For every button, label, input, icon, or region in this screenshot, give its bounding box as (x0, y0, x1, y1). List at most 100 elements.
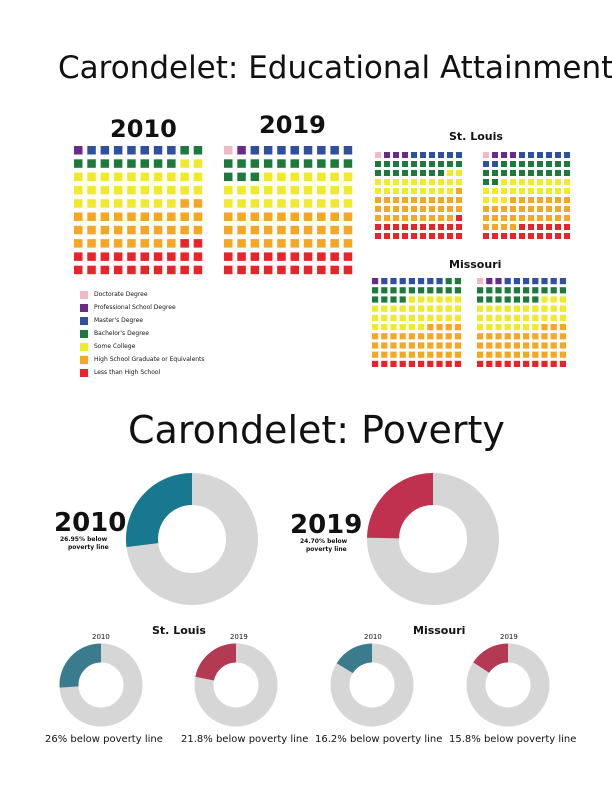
legend-item-doctorate: Doctorate Degree (80, 288, 205, 301)
waffle-cell-less-than-hs (456, 215, 462, 221)
waffle-cell-masters (438, 152, 444, 158)
waffle-cell-bachelors (546, 170, 552, 176)
waffle-cell-less-than-hs (167, 252, 176, 261)
waffle-cell-high-school (290, 239, 299, 248)
waffle-cell-high-school (495, 333, 502, 340)
waffle-cell-bachelors (317, 159, 326, 168)
waffle-cell-some-college (100, 172, 110, 182)
waffle-cell-high-school (399, 342, 406, 349)
waffle-cell-some-college (523, 305, 530, 312)
waffle-cell-professional (492, 152, 498, 158)
waffle-cell-high-school (429, 215, 435, 221)
waffle-cell-some-college (492, 188, 498, 194)
waffle-cell-less-than-hs (445, 360, 452, 367)
waffle-cell-some-college (153, 172, 163, 182)
waffle-cell-some-college (447, 179, 453, 185)
waffle-cell-high-school (456, 197, 462, 203)
waffle-cell-some-college (427, 314, 434, 321)
waffle-cell-high-school (375, 215, 381, 221)
waffle-cell-high-school (372, 342, 379, 349)
waffle-cell-some-college (372, 305, 379, 312)
waffle-cell-high-school (477, 342, 484, 349)
waffle-cell-some-college (555, 188, 561, 194)
waffle-cell-some-college (375, 179, 381, 185)
waffle-cell-less-than-hs (127, 252, 136, 261)
waffle-cell-some-college (343, 199, 353, 208)
waffle-cell-high-school (523, 333, 530, 340)
waffle-cell-less-than-hs (429, 233, 435, 239)
waffle-cell-high-school (429, 206, 435, 212)
legend-item-masters: Master's Degree (80, 314, 205, 327)
waffle-cell-bachelors (447, 161, 453, 167)
waffle-cell-high-school (513, 342, 520, 349)
waffle-cell-some-college (420, 179, 426, 185)
waffle-cell-high-school (495, 342, 502, 349)
waffle-cell-some-college (399, 314, 406, 321)
waffle-cell-some-college (483, 197, 489, 203)
waffle-cell-high-school (87, 212, 96, 221)
waffle-cell-masters (290, 146, 299, 155)
waffle-cell-some-college (140, 172, 149, 182)
waffle-cell-less-than-hs (555, 233, 561, 239)
waffle-cell-some-college (501, 197, 507, 203)
waffle-cell-high-school (454, 351, 461, 358)
waffle-cell-high-school (113, 225, 123, 235)
waffle-cell-high-school (237, 239, 246, 248)
waffle-cell-high-school (393, 206, 399, 212)
waffle-cell-some-college (381, 314, 388, 321)
waffle-cell-bachelors (555, 170, 561, 176)
waffle-cell-less-than-hs (504, 360, 511, 367)
poverty-caption-2010-line2: poverty line (68, 544, 109, 551)
donut-stlouis-2019 (194, 643, 278, 727)
waffle-cell-high-school (427, 333, 434, 340)
waffle-cell-some-college (559, 305, 566, 312)
waffle-cell-less-than-hs (113, 252, 123, 261)
waffle-cell-high-school (523, 342, 530, 349)
waffle-cell-bachelors (250, 172, 260, 182)
waffle-cell-some-college (501, 179, 507, 185)
waffle-cell-some-college (408, 305, 415, 312)
waffle-cell-high-school (454, 342, 461, 349)
waffle-cell-less-than-hs (537, 224, 543, 230)
waffle-cell-bachelors (501, 170, 507, 176)
waffle-cell-some-college (140, 199, 149, 208)
waffle-cell-high-school (113, 239, 123, 248)
waffle-cell-bachelors (456, 161, 462, 167)
waffle-cell-bachelors (513, 287, 520, 294)
donut-carondelet-2019 (367, 473, 499, 605)
waffle-cell-high-school (411, 197, 417, 203)
waffle-cell-masters (555, 152, 561, 158)
waffle-cell-high-school (445, 351, 452, 358)
waffle-cell-less-than-hs (555, 224, 561, 230)
waffle-cell-masters (420, 152, 426, 158)
waffle-cell-high-school (564, 215, 570, 221)
waffle-cell-bachelors (167, 159, 176, 168)
waffle-cell-bachelors (290, 159, 299, 168)
waffle-cell-less-than-hs (456, 233, 462, 239)
waffle-cell-high-school (456, 188, 462, 194)
waffle-cell-masters (537, 152, 543, 158)
waffle-cell-high-school (504, 333, 511, 340)
waffle-cell-some-college (224, 199, 233, 208)
waffle-cell-less-than-hs (510, 233, 516, 239)
waffle-cell-less-than-hs (550, 360, 557, 367)
waffle-cell-high-school (427, 351, 434, 358)
waffle-cell-less-than-hs (393, 224, 399, 230)
waffle-cell-high-school (427, 324, 434, 331)
waffle-cell-high-school (393, 197, 399, 203)
waffle-cell-masters (519, 152, 525, 158)
waffle-cell-less-than-hs (330, 265, 339, 275)
waffle-cell-high-school (504, 342, 511, 349)
waffle-cell-some-college (127, 199, 136, 208)
waffle-cell-bachelors (250, 159, 260, 168)
waffle-cell-some-college (541, 314, 548, 321)
waffle-cell-bachelors (224, 159, 233, 168)
waffle-cell-less-than-hs (87, 265, 96, 275)
legend-item-some-college: Some College (80, 340, 205, 353)
waffle-cell-less-than-hs (113, 265, 123, 275)
waffle-cell-masters (528, 152, 534, 158)
waffle-cell-high-school (317, 212, 326, 221)
donut-missouri-2019 (466, 643, 550, 727)
waffle-cell-high-school (550, 324, 557, 331)
waffle-cell-some-college (564, 179, 570, 185)
